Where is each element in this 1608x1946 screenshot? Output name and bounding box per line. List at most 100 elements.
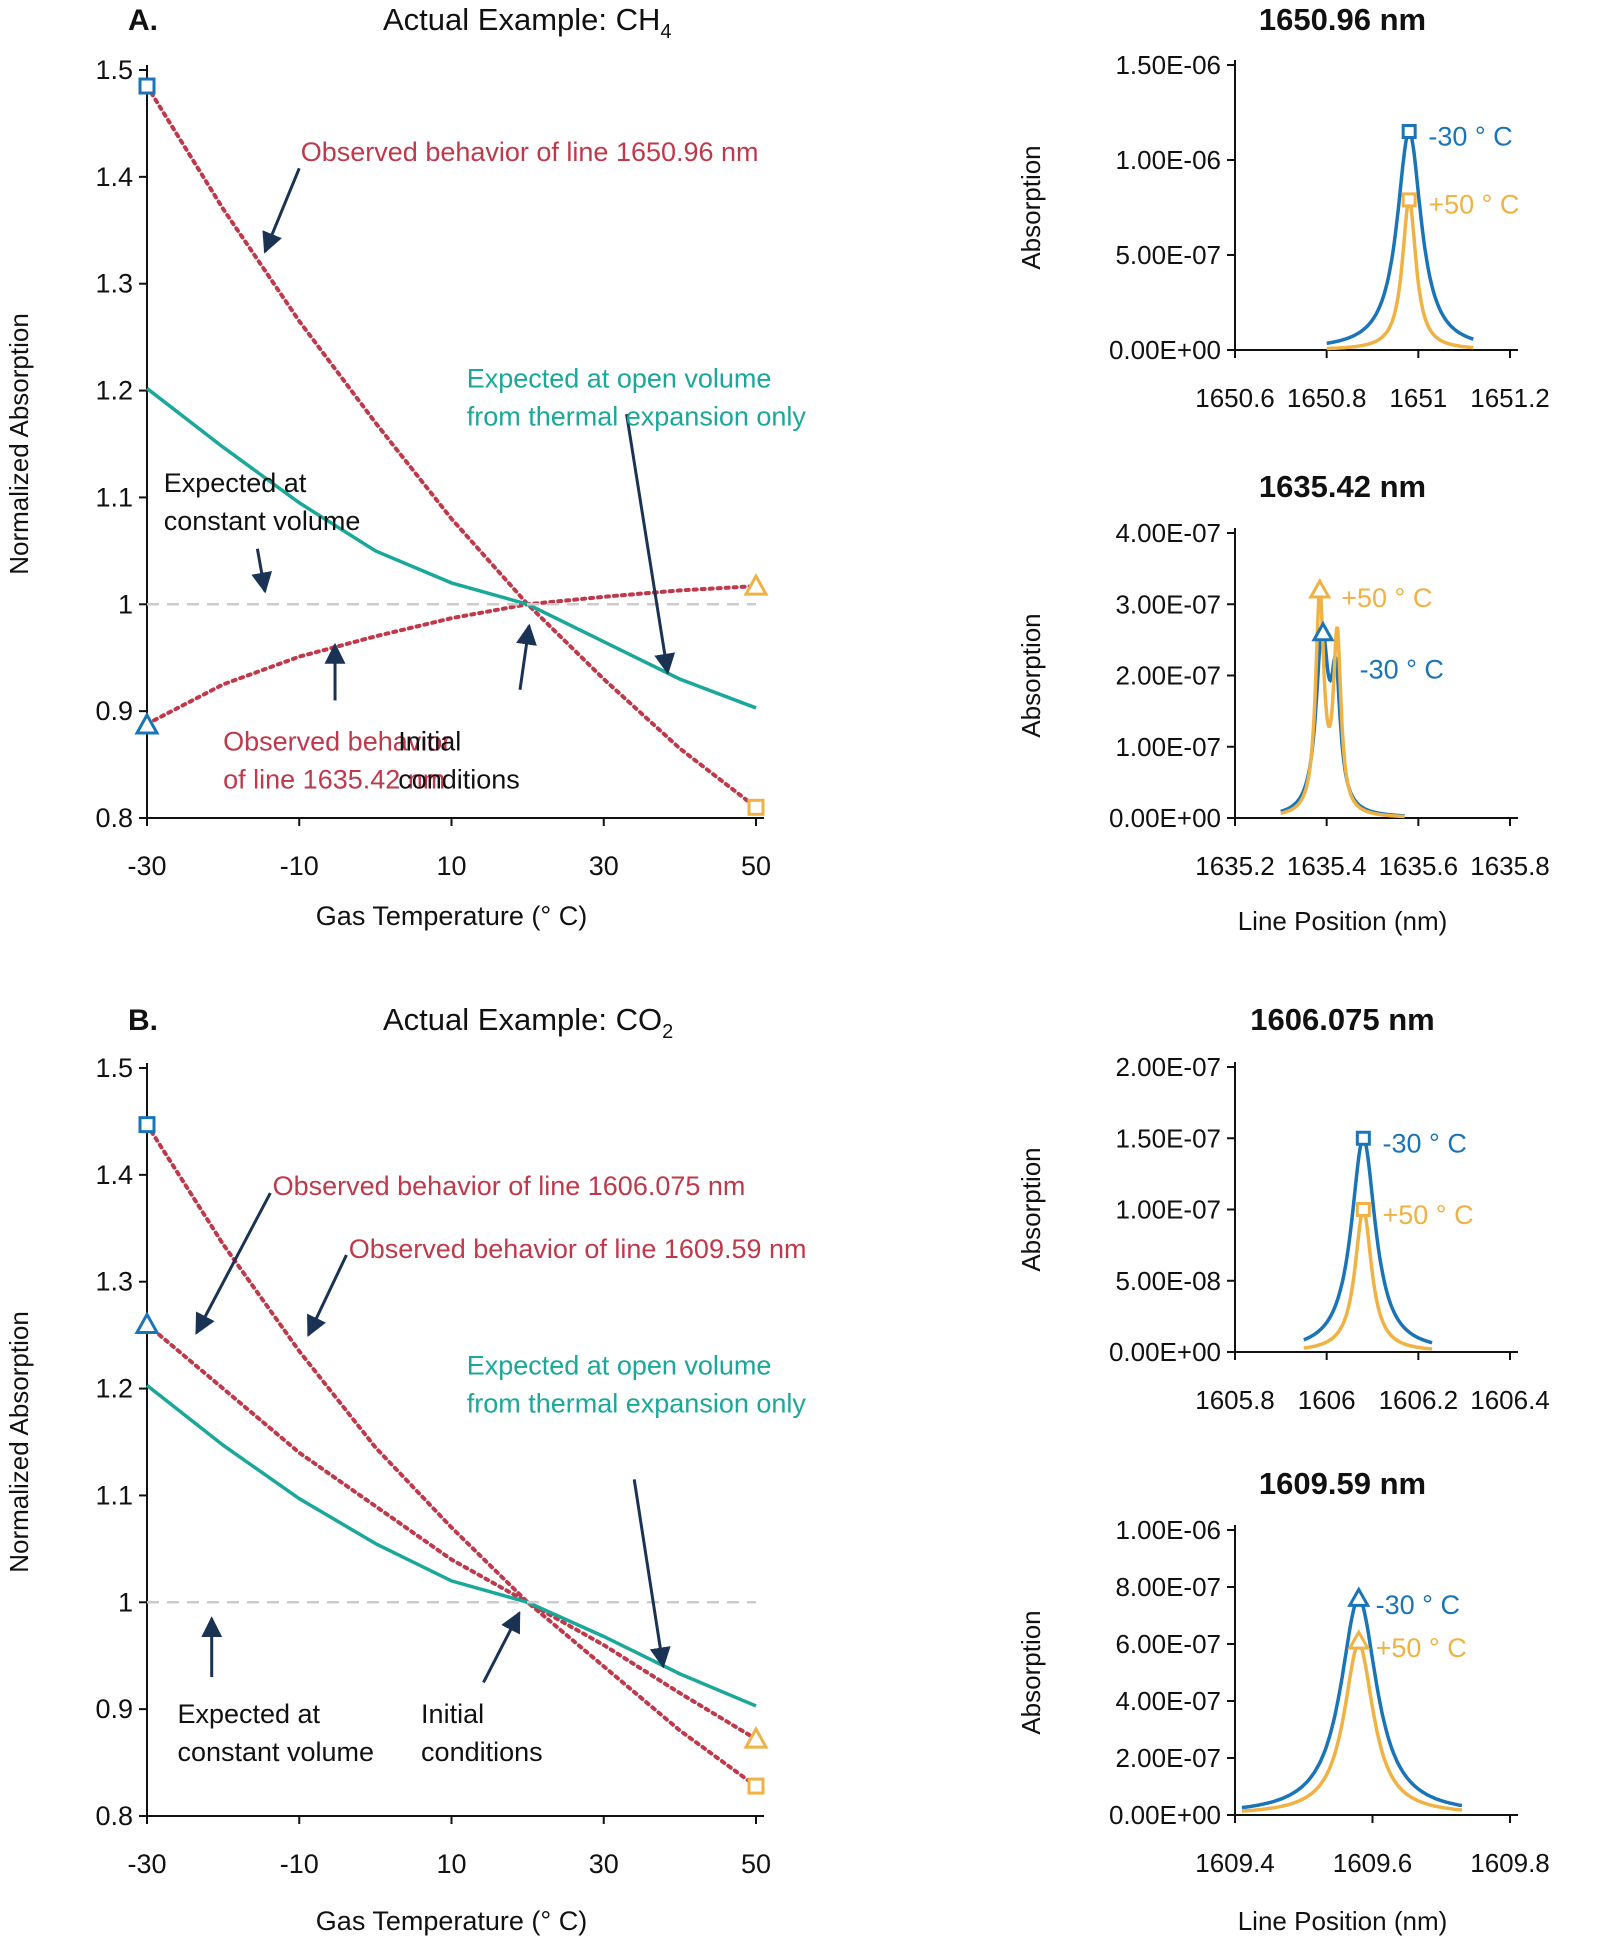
series-line <box>1241 1596 1463 1810</box>
y-tick-label: 0.00E+00 <box>1109 1337 1221 1367</box>
series-label: +50 ° C <box>1341 583 1432 613</box>
chart-title: 1609.59 nm <box>1259 1466 1426 1501</box>
annotation-text: Observed behavior of line 1650.96 nm <box>301 137 759 167</box>
y-tick-label: 0.9 <box>95 1694 133 1724</box>
panel-a2-spectrum: 0.00E+00 1.00E-07 2.00E-07 3.00E-07 4.00E-07… <box>1016 469 1550 936</box>
series-label: -30 ° C <box>1376 1590 1460 1620</box>
x-tick-label: 1651.2 <box>1470 383 1550 413</box>
series-line <box>1326 129 1474 346</box>
y-tick-label: 4.00E-07 <box>1115 518 1221 548</box>
x-tick-label: 30 <box>589 1849 619 1879</box>
annotation-text: Expected at <box>164 468 307 498</box>
y-axis-label: Normalized Absorption <box>4 1311 34 1573</box>
y-axis-label: Absorption <box>1016 1610 1046 1734</box>
x-tick-label: 30 <box>589 851 619 881</box>
y-tick-label: 1.50E-06 <box>1115 50 1221 80</box>
data-marker <box>743 573 769 596</box>
series-label: -30 ° C <box>1428 121 1512 151</box>
panel-letter: B. <box>128 1004 158 1037</box>
data-marker <box>1355 1130 1371 1146</box>
y-tick-label: 1.1 <box>95 1480 133 1510</box>
y-axis-label: Normalized Absorption <box>4 313 34 575</box>
data-marker <box>138 77 156 95</box>
y-tick-label: 1.3 <box>95 1267 133 1297</box>
data-marker <box>138 1116 156 1134</box>
x-tick-label: 1606 <box>1298 1385 1356 1415</box>
annotation-arrow <box>251 548 273 594</box>
chart-title: Actual Example: CH4 <box>383 2 672 43</box>
x-tick-label: 1609.6 <box>1333 1848 1413 1878</box>
annotation-arrow <box>632 1479 671 1669</box>
x-axis-label: Gas Temperature (° C) <box>316 1906 587 1936</box>
panel-letter: A. <box>128 4 158 37</box>
x-tick-label: 1609.8 <box>1470 1848 1550 1878</box>
annotation-text: Initial <box>398 727 461 757</box>
series-label: -30 ° C <box>1360 654 1444 684</box>
y-tick-label: 1.00E-06 <box>1115 1515 1221 1545</box>
annotation-arrow <box>307 1254 348 1338</box>
x-tick-label: -30 <box>127 851 166 881</box>
panel-b: 0.8 0.9 1 1.1 1.2 1.3 1.4 1.5 -30 -10 10 30 50 Normal… <box>4 1002 807 1936</box>
annotation-text: from thermal expansion only <box>467 1389 807 1419</box>
chart-title-subscript: 4 <box>660 21 671 43</box>
panel-b2-spectrum: 0.00E+00 2.00E-07 4.00E-07 6.00E-07 8.00E-07… <box>1016 1466 1550 1936</box>
data-marker <box>1347 1629 1371 1650</box>
data-marker <box>743 1725 769 1749</box>
y-axis-label: Absorption <box>1016 1147 1046 1271</box>
chart-title: Actual Example: CO2 <box>383 1002 673 1043</box>
y-tick-label: 0.00E+00 <box>1109 803 1221 833</box>
x-tick-label: 1606.2 <box>1379 1385 1459 1415</box>
y-tick-label: 1 <box>118 1587 133 1617</box>
x-tick-label: 1605.8 <box>1195 1385 1275 1415</box>
series-line_1609 <box>145 1322 758 1742</box>
x-tick-label: 50 <box>741 851 771 881</box>
annotation-text: Observed behavior <box>223 727 451 757</box>
annotation-text: Observed behavior of line 1606.075 nm <box>273 1171 746 1201</box>
x-tick-label: 1635.2 <box>1195 851 1275 881</box>
data-marker <box>1308 577 1332 599</box>
x-tick-label: 10 <box>436 1849 466 1879</box>
x-tick-label: 1635.6 <box>1379 851 1459 881</box>
y-axis-label: Absorption <box>1016 613 1046 737</box>
chart-title-text: Actual Example: CH <box>383 2 660 37</box>
y-tick-label: 1.00E-07 <box>1115 1195 1221 1225</box>
series-line <box>1280 587 1405 819</box>
annotation-text: Observed behavior of line 1609.59 nm <box>349 1234 807 1264</box>
y-tick-label: 0.00E+00 <box>1109 1800 1221 1830</box>
panel-b1-spectrum: 0.00E+00 5.00E-08 1.00E-07 1.50E-07 2.00E-07… <box>1016 1002 1550 1415</box>
y-tick-label: 1.5 <box>95 1053 133 1083</box>
y-tick-label: 1.3 <box>95 269 133 299</box>
x-tick-label: 1650.6 <box>1195 383 1275 413</box>
chart-title: 1606.075 nm <box>1250 1002 1434 1037</box>
y-tick-label: 2.00E-07 <box>1115 1052 1221 1082</box>
series-line_1650 <box>145 84 758 810</box>
y-tick-label: 5.00E-07 <box>1115 240 1221 270</box>
series-line_1606 <box>145 1122 758 1789</box>
x-axis-label: Gas Temperature (° C) <box>316 901 587 931</box>
series-label: +50 ° C <box>1383 1200 1474 1230</box>
annotation-text: of line 1635.42 nm <box>223 765 445 795</box>
data-marker <box>134 711 160 735</box>
y-tick-label: 1.50E-07 <box>1115 1123 1221 1153</box>
data-marker <box>1311 620 1335 642</box>
x-tick-label: 1635.8 <box>1470 851 1550 881</box>
series-line <box>1241 1641 1463 1813</box>
y-tick-label: 3.00E-07 <box>1115 589 1221 619</box>
x-axis-label: Line Position (nm) <box>1238 1906 1448 1936</box>
annotation-text: Expected at open volume <box>467 1351 772 1381</box>
y-tick-label: 1.2 <box>95 376 133 406</box>
y-tick-label: 2.00E-07 <box>1115 1743 1221 1773</box>
panel-a: 0.8 0.9 1 1.1 1.2 1.3 1.4 1.5 -30 -10 10 30 50 Normal… <box>4 2 806 931</box>
data-marker <box>134 1311 160 1334</box>
y-tick-label: 1.4 <box>95 162 133 192</box>
y-axis-label: Absorption <box>1016 145 1046 269</box>
annotation-text: Initial <box>421 1699 484 1729</box>
y-tick-label: 4.00E-07 <box>1115 1686 1221 1716</box>
series-label: +50 ° C <box>1376 1633 1467 1663</box>
data-marker <box>1401 192 1417 208</box>
annotation-arrow <box>195 1192 272 1335</box>
series-line <box>1303 1207 1433 1351</box>
annotation-text: conditions <box>398 765 520 795</box>
x-tick-label: 50 <box>741 1849 771 1879</box>
